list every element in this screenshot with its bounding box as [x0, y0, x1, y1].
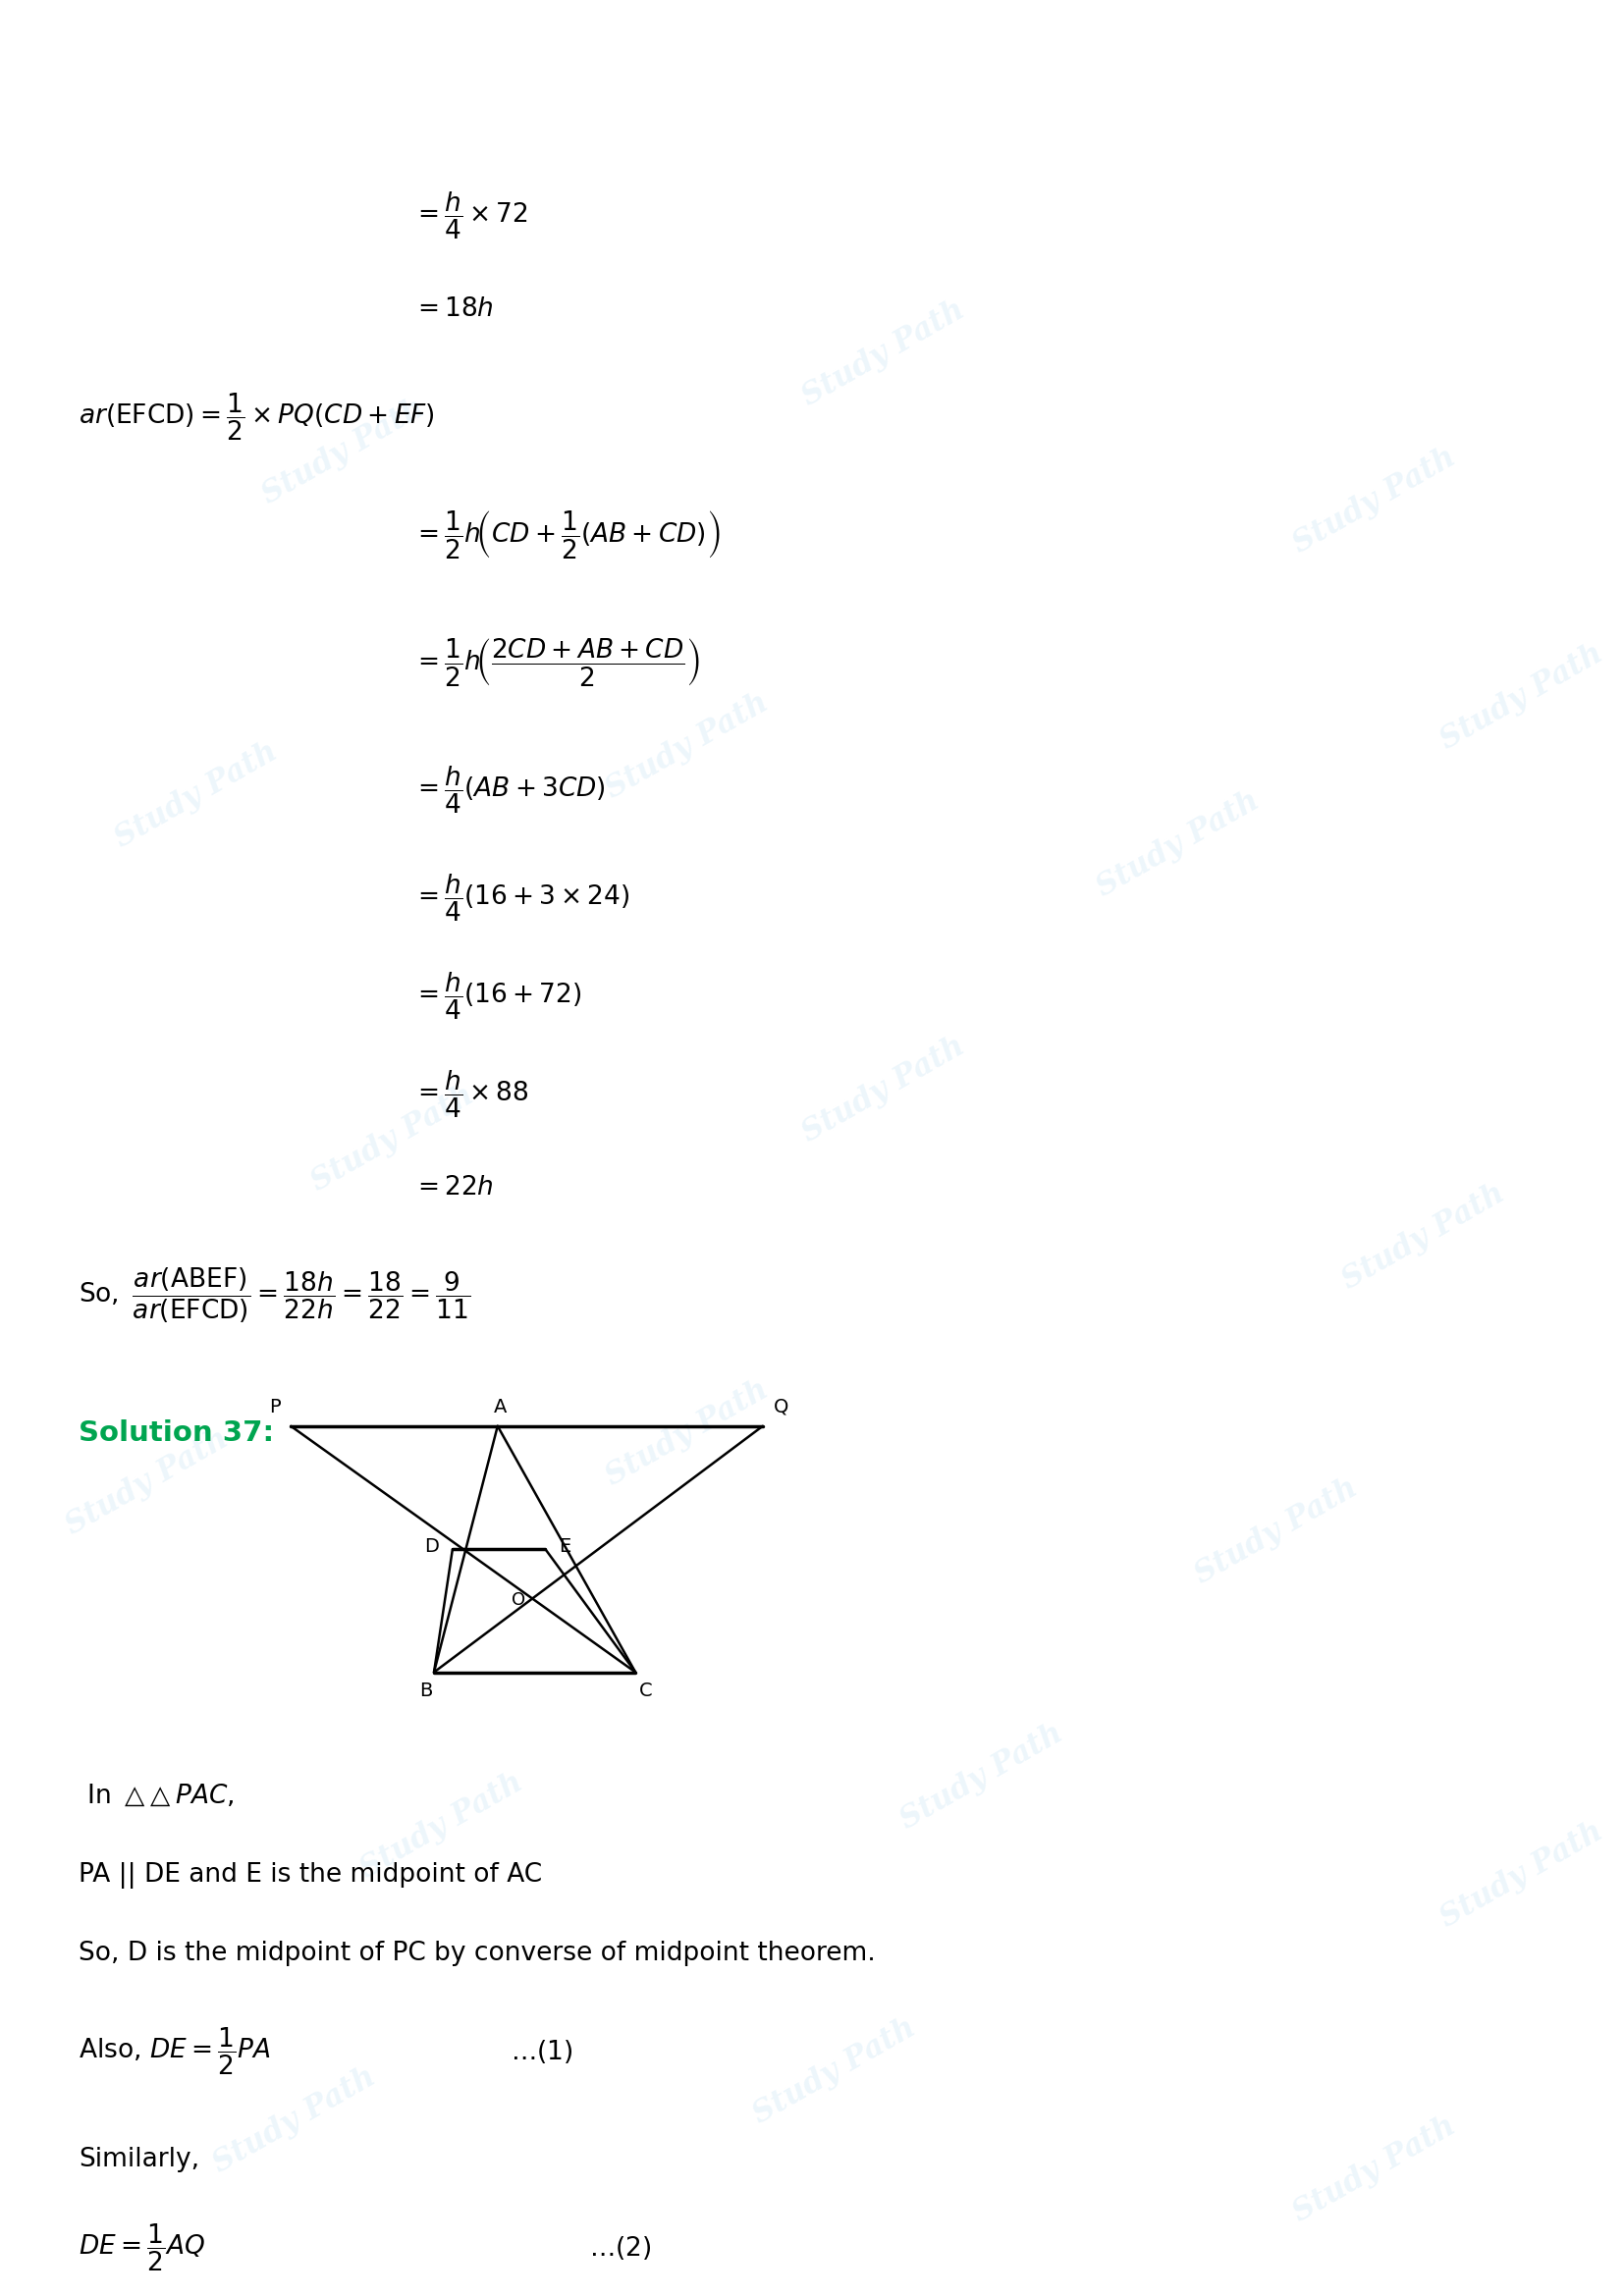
Text: $= \dfrac{h}{4} \times 88$: $= \dfrac{h}{4} \times 88$	[412, 1070, 529, 1120]
Text: Similarly,: Similarly,	[78, 2147, 200, 2172]
Text: Study Path: Study Path	[60, 1424, 234, 1541]
Text: B: B	[419, 1681, 432, 1699]
Text: ✏: ✏	[107, 101, 127, 119]
Text: $= \dfrac{h}{4}(16 + 72)$: $= \dfrac{h}{4}(16 + 72)$	[412, 971, 581, 1022]
Text: Study Path: Study Path	[1436, 638, 1609, 755]
Text: $\ldots (2)$: $\ldots (2)$	[590, 2234, 651, 2262]
Text: Study Path: Study Path	[895, 1717, 1069, 1835]
Text: So, D is the midpoint of PC by converse of midpoint theorem.: So, D is the midpoint of PC by converse …	[78, 1940, 875, 1965]
Text: Study Path: Study Path	[305, 1079, 479, 1199]
Text: Study Path: Study Path	[797, 1031, 971, 1148]
Text: Chapter 11: Areas of Parallelograms and Triangles: Chapter 11: Areas of Parallelograms and …	[567, 117, 1187, 140]
Text: Study Path: Study Path	[75, 48, 159, 62]
Text: Study Path: Study Path	[257, 393, 430, 510]
Text: $DE = \dfrac{1}{2}AQ$: $DE = \dfrac{1}{2}AQ$	[78, 2223, 205, 2273]
Text: Solution 37:: Solution 37:	[78, 1419, 274, 1446]
Text: Also, $DE = \dfrac{1}{2}PA$: Also, $DE = \dfrac{1}{2}PA$	[78, 2025, 271, 2078]
Text: Study Path: Study Path	[1288, 441, 1462, 560]
Text: A: A	[494, 1398, 507, 1417]
Text: Study Path: Study Path	[208, 2062, 382, 2179]
Text: $= 22h$: $= 22h$	[412, 1176, 494, 1201]
Text: In $\triangle\!\triangle PAC,$: In $\triangle\!\triangle PAC,$	[78, 1784, 234, 1809]
Text: Study Path: Study Path	[749, 2011, 921, 2131]
Text: Study Path: Study Path	[1436, 1816, 1609, 1933]
Text: Study Path: Study Path	[1337, 1178, 1510, 1295]
Text: C: C	[640, 1681, 653, 1699]
Text: Study Path: Study Path	[110, 737, 283, 854]
Text: P: P	[270, 1398, 281, 1417]
Text: $\mathrm{So,}\ \dfrac{ar(\mathrm{ABEF})}{ar(\mathrm{EFCD})} = \dfrac{18h}{22h} =: $\mathrm{So,}\ \dfrac{ar(\mathrm{ABEF})}…	[78, 1265, 471, 1325]
Text: $= 18h$: $= 18h$	[412, 296, 494, 321]
Text: $= \dfrac{1}{2} h\!\left(CD + \dfrac{1}{2}(AB + CD)\right)$: $= \dfrac{1}{2} h\!\left(CD + \dfrac{1}{…	[412, 510, 721, 560]
Text: Study Path: Study Path	[797, 294, 971, 413]
Text: $= \dfrac{1}{2} h\!\left(\dfrac{2CD + AB + CD}{2}\right)$: $= \dfrac{1}{2} h\!\left(\dfrac{2CD + AB…	[412, 636, 700, 689]
Text: $= \dfrac{h}{4} \times 72$: $= \dfrac{h}{4} \times 72$	[412, 191, 528, 241]
Text: O: O	[512, 1591, 526, 1609]
Text: Class - 9: Class - 9	[822, 23, 932, 46]
Text: $ar(\mathrm{EFCD}) = \dfrac{1}{2} \times PQ(CD + EF)$: $ar(\mathrm{EFCD}) = \dfrac{1}{2} \times…	[78, 393, 435, 443]
Text: Study Path: Study Path	[356, 1768, 528, 1885]
Text: $\ldots (1)$: $\ldots (1)$	[510, 2039, 573, 2066]
Text: Study Path: Study Path	[1288, 2110, 1462, 2227]
Text: PA || DE and E is the midpoint of AC: PA || DE and E is the midpoint of AC	[78, 1862, 542, 1887]
Text: Study Path: Study Path	[1091, 785, 1265, 902]
Text: D: D	[425, 1538, 438, 1557]
Text: Study Path: Study Path	[601, 687, 775, 806]
Text: Study Path: Study Path	[1190, 1472, 1363, 1591]
Text: $= \dfrac{h}{4}(AB + 3CD)$: $= \dfrac{h}{4}(AB + 3CD)$	[412, 765, 606, 815]
Text: Q: Q	[773, 1398, 788, 1417]
Text: Study Path: Study Path	[601, 1375, 775, 1492]
Text: Page 21 of 22: Page 21 of 22	[734, 2248, 890, 2266]
Text: E: E	[559, 1538, 570, 1557]
Text: $= \dfrac{h}{4}(16 + 3 \times 24)$: $= \dfrac{h}{4}(16 + 3 \times 24)$	[412, 872, 630, 923]
Text: RS Aggarwal Solutions: RS Aggarwal Solutions	[729, 67, 1025, 90]
